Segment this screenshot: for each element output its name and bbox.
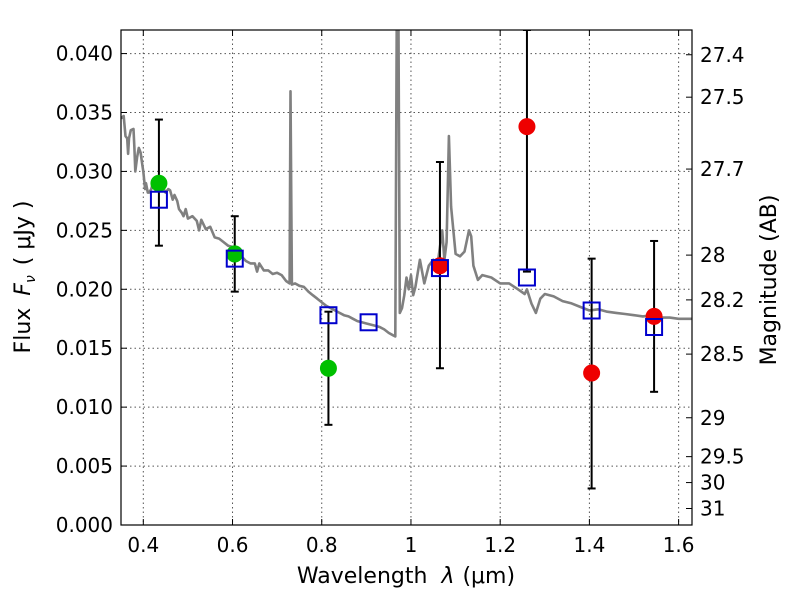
y-tick-label: 0.010 (56, 395, 113, 419)
y-axis-title-subscript: ν (23, 275, 39, 283)
y-tick-label: 0.005 (56, 454, 113, 478)
optical-data-point (150, 174, 168, 192)
y-tick-label: 0.035 (56, 101, 113, 125)
y-tick-label: 0.015 (56, 336, 113, 360)
infrared-data-point (518, 118, 536, 136)
y2-tick-label: 27.5 (700, 85, 745, 109)
x-axis-title-main: Wavelength (297, 564, 428, 589)
optical-data-point (226, 245, 244, 263)
x-tick-label: 1.2 (484, 533, 516, 557)
y2-tick-label: 30 (700, 471, 725, 495)
y2-tick-label: 27.4 (700, 43, 745, 67)
infrared-data-point (645, 307, 663, 325)
x-tick-label: 0.8 (306, 533, 338, 557)
y2-tick-label: 29 (700, 406, 725, 430)
model-flux-square (319, 306, 338, 325)
y2-tick-label: 28.2 (700, 288, 745, 312)
x-tick-label: 0.4 (127, 533, 159, 557)
model-flux-square (645, 318, 664, 336)
y-tick-label: 0.000 (56, 513, 113, 537)
y-axis-title-main: Flux (11, 308, 36, 354)
x-tick-label: 1 (405, 533, 418, 557)
y2-tick-label: 27.7 (700, 157, 745, 181)
y-tick-label: 0.040 (56, 42, 113, 66)
y-tick-label: 0.030 (56, 159, 113, 183)
x-tick-label: 1.4 (573, 533, 605, 557)
y-axis-title: Flux Fν ( μJy ) (11, 201, 39, 354)
y-tick-label: 0.025 (56, 218, 113, 242)
model-flux-square (225, 249, 244, 268)
x-tick-label: 0.6 (217, 533, 249, 557)
model-flux-square (517, 268, 536, 287)
x-axis-title: Wavelength λ (μm) (297, 564, 515, 589)
optical-data-point (319, 359, 337, 377)
x-axis-title-symbol: λ (440, 564, 454, 589)
y2-tick-label: 28.5 (700, 342, 745, 366)
model-flux-square (359, 313, 378, 332)
plot-frame (120, 29, 693, 526)
model-flux-square (430, 259, 449, 278)
axis-layer: 0.4 0.6 0.8 1 1.2 1.4 1.6 0.000 0.005 0.010 0.015 0… (56, 30, 745, 557)
y2-axis-title: Magnitude (AB) (757, 195, 782, 366)
y-tick-label: 0.020 (56, 277, 113, 301)
x-axis-title-unit: (μm) (462, 564, 515, 589)
model-flux-square (149, 190, 168, 209)
data-layer (121, 30, 692, 490)
x-tick-label: 1.6 (663, 533, 695, 557)
y-axis-title-unit: ( μJy ) (11, 201, 36, 266)
y2-tick-label: 28 (700, 243, 725, 267)
infrared-data-point (583, 364, 601, 382)
model-flux-square (582, 301, 601, 320)
y2-tick-label: 29.5 (700, 445, 745, 469)
y2-tick-label: 31 (700, 497, 725, 521)
y-axis-title-symbol: F (11, 283, 36, 296)
